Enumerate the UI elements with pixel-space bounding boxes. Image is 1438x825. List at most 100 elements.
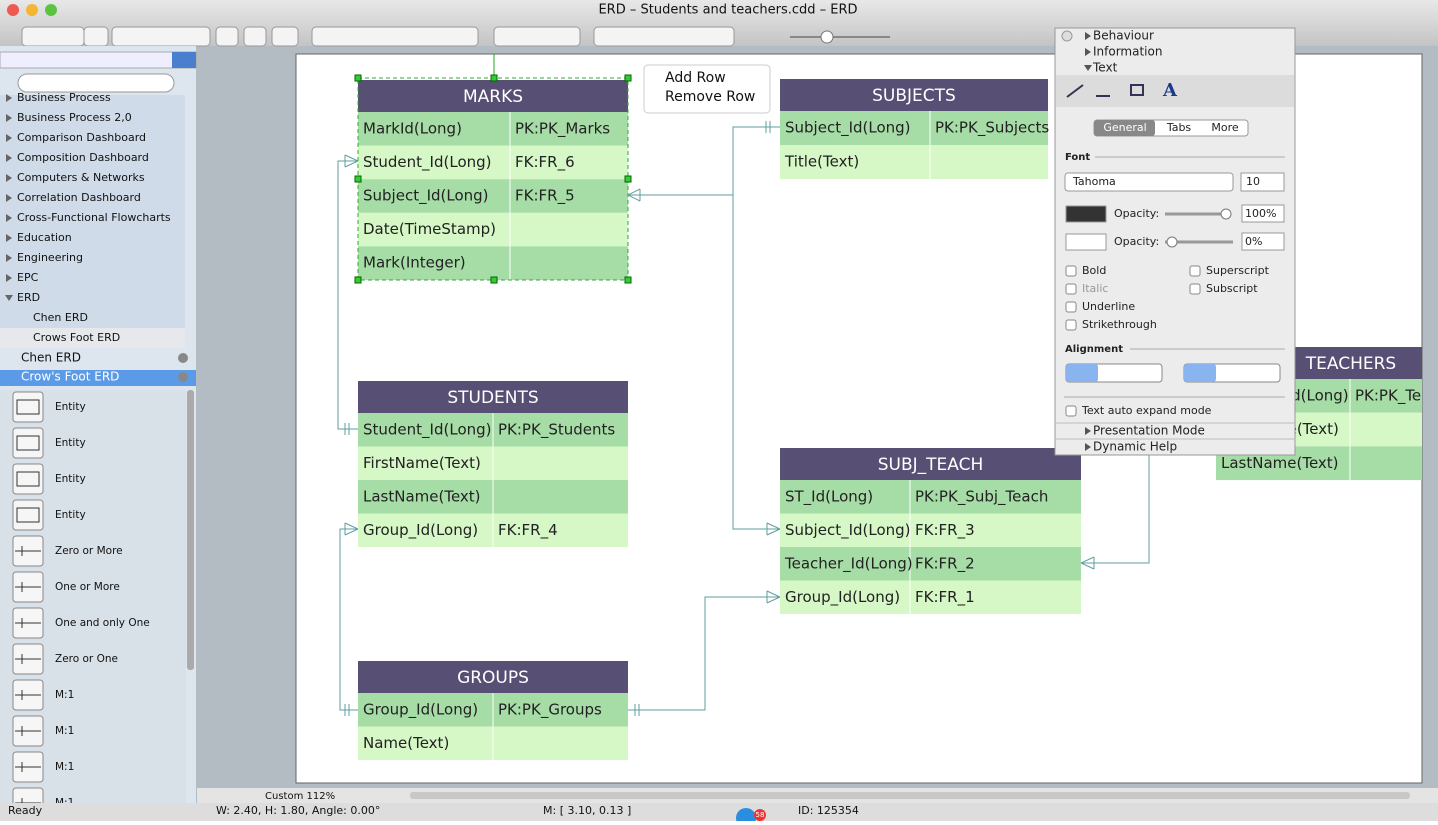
library-item[interactable]: Business Process — [17, 91, 111, 104]
disclosure[interactable] — [6, 94, 12, 102]
entity-name[interactable]: TEACHERS — [1305, 354, 1396, 374]
h-scrollbar[interactable] — [410, 792, 1410, 799]
align-top[interactable] — [1184, 364, 1216, 382]
tab[interactable]: Tabs — [1166, 121, 1192, 134]
handle[interactable] — [354, 74, 362, 82]
checkbox[interactable] — [1189, 283, 1201, 295]
checkbox[interactable] — [1065, 405, 1077, 417]
attribute-name[interactable]: Subject_Id(Long) — [785, 521, 911, 540]
entity-name[interactable]: GROUPS — [457, 668, 529, 688]
checkbox[interactable] — [1065, 319, 1077, 331]
attribute-key[interactable]: FK:FR_1 — [915, 588, 975, 607]
disclosure[interactable] — [5, 295, 13, 301]
panel-close[interactable] — [1061, 30, 1073, 42]
disclosure[interactable] — [1085, 443, 1091, 451]
handle[interactable] — [624, 74, 632, 82]
section-header[interactable]: Behaviour — [1093, 29, 1154, 43]
attribute-name[interactable]: MarkId(Long) — [363, 119, 462, 137]
attribute-name[interactable]: Group_Id(Long) — [363, 521, 478, 540]
attribute-key[interactable]: PK:PK_Subj_Teach — [915, 487, 1048, 506]
toolbar-group[interactable] — [271, 26, 299, 47]
attribute-key[interactable]: PK:PK_Subjects — [935, 119, 1049, 138]
text-icon[interactable]: A — [1162, 80, 1178, 101]
handle[interactable] — [624, 276, 632, 284]
disclosure[interactable] — [6, 154, 12, 162]
entity-header[interactable] — [780, 448, 1081, 480]
toolbar-group[interactable] — [311, 26, 479, 47]
attribute-name[interactable]: Group_Id(Long) — [363, 700, 478, 719]
section-header[interactable]: Presentation Mode — [1093, 424, 1205, 438]
library-item[interactable]: Education — [17, 231, 72, 244]
section-header[interactable]: Information — [1093, 45, 1162, 59]
checkbox[interactable] — [1065, 301, 1077, 313]
input[interactable] — [1241, 204, 1285, 223]
entity-name[interactable]: MARKS — [463, 87, 523, 107]
close-library[interactable] — [178, 353, 188, 363]
disclosure[interactable] — [6, 214, 12, 222]
handle[interactable] — [490, 74, 498, 82]
attribute-key[interactable]: FK:FR_2 — [915, 554, 975, 573]
disclosure[interactable] — [6, 114, 12, 122]
menu-item[interactable]: Add Row — [665, 70, 726, 86]
section-header[interactable]: Dynamic Help — [1093, 440, 1177, 454]
close-button[interactable] — [7, 4, 19, 16]
attribute-name[interactable]: Title(Text) — [784, 153, 859, 171]
attribute-name[interactable]: LastName(Text) — [363, 487, 481, 505]
disclosure[interactable] — [1085, 48, 1091, 56]
disclosure[interactable] — [6, 274, 12, 282]
handle[interactable] — [490, 276, 498, 284]
color-well[interactable] — [1065, 233, 1107, 251]
shape-name[interactable]: M:1 — [55, 761, 74, 773]
attribute-name[interactable]: Student_Id(Long) — [363, 420, 492, 439]
disclosure[interactable] — [6, 254, 12, 262]
checkbox[interactable] — [1065, 283, 1077, 295]
disclosure[interactable] — [1085, 427, 1091, 435]
disclosure[interactable] — [1084, 65, 1092, 71]
minimize-button[interactable] — [26, 4, 38, 16]
attribute-name[interactable]: Subject_Id(Long) — [785, 119, 911, 138]
library-item[interactable]: Composition Dashboard — [17, 151, 149, 164]
shape-name[interactable]: Entity — [55, 401, 86, 413]
attribute-key[interactable]: FK:FR_3 — [915, 521, 975, 540]
entity-name[interactable]: SUBJECTS — [872, 86, 956, 106]
shape-name[interactable]: One and only One — [55, 617, 150, 629]
align-left[interactable] — [1066, 364, 1098, 382]
library-item[interactable]: Crows Foot ERD — [33, 331, 120, 344]
shape-name[interactable]: Zero or One — [55, 653, 118, 665]
toolbar-group[interactable] — [215, 26, 239, 47]
menu-item[interactable]: Remove Row — [665, 89, 755, 105]
library-item[interactable]: EPC — [17, 271, 39, 284]
zoom-select[interactable]: Custom 112% — [265, 791, 335, 802]
library-item[interactable]: Correlation Dashboard — [17, 191, 141, 204]
open-library[interactable]: Chen ERD — [21, 351, 81, 365]
attribute-key[interactable]: PK:PK_Students — [498, 420, 615, 439]
active-tab[interactable] — [1094, 120, 1155, 136]
section-header[interactable]: Text — [1092, 61, 1118, 75]
color-well[interactable] — [1065, 205, 1107, 223]
close-library[interactable] — [178, 372, 188, 382]
handle[interactable] — [354, 175, 362, 183]
zoom-knob[interactable] — [820, 30, 834, 44]
entity-header[interactable] — [358, 80, 628, 112]
library-item[interactable]: Comparison Dashboard — [17, 131, 146, 144]
shape-name[interactable]: Entity — [55, 509, 86, 521]
attribute-key[interactable]: PK:PK_Groups — [498, 700, 602, 719]
toolbar-group[interactable] — [593, 26, 735, 47]
tab[interactable]: General — [1103, 121, 1146, 134]
checkbox[interactable] — [1189, 265, 1201, 277]
font-name[interactable]: Tahoma — [1072, 175, 1116, 188]
entity-header[interactable] — [358, 381, 628, 413]
attribute-name[interactable]: Subject_Id(Long) — [363, 187, 489, 206]
panel-icon[interactable] — [1066, 84, 1144, 98]
attribute-key[interactable]: FK:FR_5 — [515, 187, 575, 206]
selection-handles[interactable] — [354, 74, 632, 284]
toolbar-group[interactable] — [111, 26, 211, 47]
shape-name[interactable]: Entity — [55, 437, 86, 449]
opacity-value[interactable]: 0% — [1245, 235, 1262, 248]
tab[interactable]: More — [1211, 121, 1239, 134]
opacity-value[interactable]: 100% — [1245, 207, 1276, 220]
entity-header[interactable] — [780, 79, 1048, 111]
attribute-key[interactable]: PK:PK_Teachers — [1355, 386, 1438, 405]
attribute-name[interactable]: Mark(Integer) — [363, 254, 466, 272]
zoom-button[interactable] — [45, 4, 57, 16]
